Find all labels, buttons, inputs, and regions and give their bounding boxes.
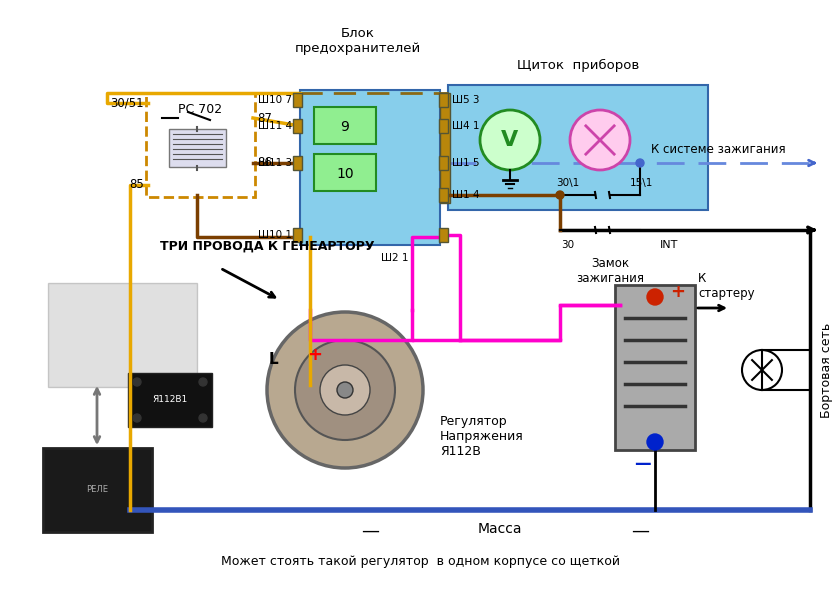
FancyBboxPatch shape (169, 129, 226, 167)
Text: РС 702: РС 702 (178, 103, 222, 116)
Text: 15\1: 15\1 (630, 178, 654, 188)
Circle shape (199, 378, 207, 386)
FancyBboxPatch shape (128, 373, 212, 427)
Text: Масса: Масса (478, 522, 522, 536)
FancyBboxPatch shape (440, 93, 450, 203)
Circle shape (295, 340, 395, 440)
Circle shape (199, 414, 207, 422)
FancyBboxPatch shape (293, 93, 302, 107)
Circle shape (337, 382, 353, 398)
Text: 86: 86 (257, 156, 272, 170)
Text: Бортовая сеть: Бортовая сеть (820, 322, 833, 418)
Text: +: + (670, 283, 685, 301)
Text: Ш11 3: Ш11 3 (258, 158, 292, 168)
FancyBboxPatch shape (293, 119, 302, 133)
Text: Ш5 3: Ш5 3 (452, 95, 479, 105)
Text: 30: 30 (561, 240, 575, 250)
Text: 30/51: 30/51 (111, 97, 144, 109)
Text: INT: INT (660, 240, 679, 250)
Text: —: — (361, 522, 379, 540)
Text: 9: 9 (340, 120, 349, 134)
FancyBboxPatch shape (439, 93, 448, 107)
Circle shape (133, 378, 141, 386)
Text: 87: 87 (257, 112, 272, 125)
Text: Ш11 4: Ш11 4 (258, 121, 292, 131)
Circle shape (133, 414, 141, 422)
Text: Ш10 7: Ш10 7 (258, 95, 292, 105)
Text: К
стартеру: К стартеру (698, 272, 755, 300)
FancyBboxPatch shape (43, 448, 152, 532)
Text: 30\1: 30\1 (556, 178, 580, 188)
Text: Регулятор
Напряжения
Я112В: Регулятор Напряжения Я112В (440, 415, 524, 458)
Text: —: — (631, 522, 649, 540)
Text: ТРИ ПРОВОДА К ГЕНЕАРТОРУ: ТРИ ПРОВОДА К ГЕНЕАРТОРУ (160, 240, 375, 253)
Text: Ш1 4: Ш1 4 (452, 190, 479, 200)
Circle shape (320, 365, 370, 415)
Text: Ш10 1: Ш10 1 (258, 230, 292, 240)
Text: +: + (308, 346, 323, 364)
FancyBboxPatch shape (293, 228, 302, 242)
FancyBboxPatch shape (615, 285, 695, 450)
FancyBboxPatch shape (439, 156, 448, 170)
FancyBboxPatch shape (439, 119, 448, 133)
Text: 10: 10 (336, 167, 354, 181)
Text: 85: 85 (129, 179, 144, 192)
Text: Ш4 1: Ш4 1 (452, 121, 479, 131)
Circle shape (267, 312, 423, 468)
FancyBboxPatch shape (439, 228, 448, 242)
Text: Ш1 5: Ш1 5 (452, 158, 479, 168)
Text: V: V (501, 130, 519, 150)
Circle shape (480, 110, 540, 170)
Circle shape (636, 159, 644, 167)
Text: Замок
зажигания: Замок зажигания (576, 257, 644, 285)
FancyBboxPatch shape (314, 154, 376, 191)
Text: Может стоять такой регулятор  в одном корпусе со щеткой: Может стоять такой регулятор в одном кор… (220, 555, 619, 568)
FancyBboxPatch shape (439, 188, 448, 202)
Text: Ш2 1: Ш2 1 (381, 253, 409, 263)
FancyBboxPatch shape (314, 107, 376, 144)
Circle shape (647, 289, 663, 305)
Text: L: L (268, 352, 278, 368)
Circle shape (647, 434, 663, 450)
FancyBboxPatch shape (146, 93, 255, 197)
Text: Щиток  приборов: Щиток приборов (517, 59, 639, 72)
FancyBboxPatch shape (448, 85, 708, 210)
Circle shape (742, 350, 782, 390)
FancyBboxPatch shape (300, 90, 440, 245)
Text: —: — (634, 455, 650, 473)
Circle shape (570, 110, 630, 170)
FancyBboxPatch shape (293, 156, 302, 170)
Text: Блок
предохранителей: Блок предохранителей (295, 27, 422, 55)
Text: РЕЛЕ: РЕЛЕ (86, 485, 108, 494)
Circle shape (556, 191, 564, 199)
Text: К системе зажигания: К системе зажигания (650, 143, 785, 156)
FancyBboxPatch shape (48, 283, 197, 387)
Text: Я112В1: Я112В1 (153, 395, 188, 405)
